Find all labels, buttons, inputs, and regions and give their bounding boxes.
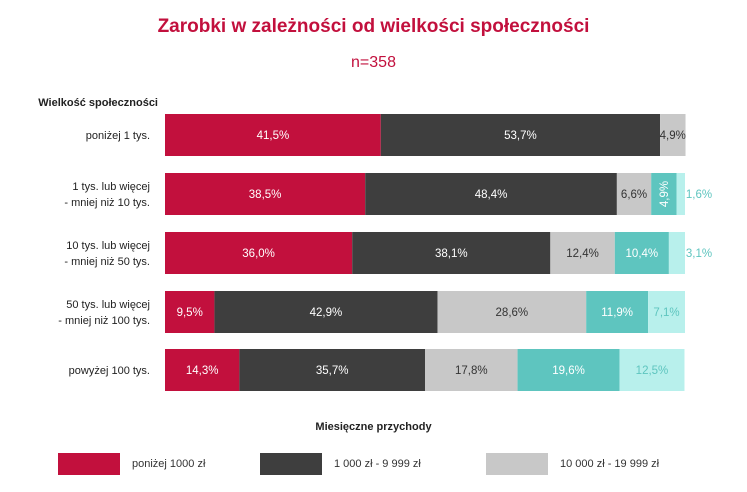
bar-segment (668, 232, 685, 274)
data-label: 4,9% (659, 181, 671, 207)
data-label: 38,5% (249, 189, 282, 201)
bar-segment (660, 114, 686, 156)
bar-segment (619, 349, 685, 391)
bar-segment (165, 114, 381, 156)
bar-segment (616, 173, 652, 215)
y-axis-title: Wielkość społeczności (38, 97, 158, 109)
data-label: 48,4% (475, 189, 508, 201)
category-label: 1 tys. lub więcej - mniej niż 10 tys. (64, 181, 150, 209)
data-label: 4,9% (660, 130, 686, 142)
bar-segment (651, 173, 677, 215)
bar-segment (352, 232, 551, 274)
legend-title: Miesięczne przychody (315, 421, 432, 433)
bar-segment (165, 291, 215, 333)
bar-segment (648, 291, 685, 333)
data-label: 12,4% (566, 248, 599, 260)
legend: poniżej 1000 zł 1 000 zł - 9 999 zł 10 0… (0, 452, 747, 476)
data-label: 3,1% (686, 248, 712, 260)
category-label: powyżej 100 tys. (69, 365, 150, 377)
bar-segment (614, 232, 669, 274)
data-label: 42,9% (310, 307, 343, 319)
bar-segment (165, 232, 353, 274)
legend-swatch-light-gray (486, 453, 548, 475)
data-label: 19,6% (552, 365, 585, 377)
data-label: 6,6% (621, 189, 647, 201)
data-label: 36,0% (242, 248, 275, 260)
legend-item-below-1000: poniżej 1000 zł (58, 452, 205, 476)
chart-title: Zarobki w zależności od wielkości społec… (157, 16, 590, 37)
data-label: 38,1% (435, 248, 468, 260)
legend-item-10000-19999: 10 000 zł - 19 999 zł (486, 452, 659, 476)
bar-segment (214, 291, 438, 333)
legend-label: poniżej 1000 zł (132, 458, 206, 470)
category-label: 10 tys. lub więcej - mniej niż 50 tys. (64, 240, 150, 268)
legend-swatch-dark (260, 453, 322, 475)
bar-segment (437, 291, 587, 333)
legend-label: 10 000 zł - 19 999 zł (560, 458, 660, 470)
data-label: 12,5% (636, 365, 669, 377)
data-label: 9,5% (177, 307, 203, 319)
data-label: 10,4% (626, 248, 659, 260)
data-label: 35,7% (316, 365, 349, 377)
data-label: 28,6% (496, 307, 529, 319)
bar-segment (239, 349, 425, 391)
data-label: 7,1% (653, 307, 679, 319)
bar-segment (165, 173, 366, 215)
data-label: 17,8% (455, 365, 488, 377)
bar-segment (365, 173, 617, 215)
data-label: 53,7% (504, 130, 537, 142)
chart-subtitle: n=358 (351, 54, 396, 71)
bar-segment (165, 349, 240, 391)
legend-item-1000-9999: 1 000 zł - 9 999 zł (260, 452, 421, 476)
data-label: 41,5% (257, 130, 290, 142)
category-label: 50 tys. lub więcej - mniej niż 100 tys. (58, 299, 150, 327)
bar-segment (676, 173, 685, 215)
bar-segment (517, 349, 620, 391)
bar-segment (425, 349, 518, 391)
legend-label: 1 000 zł - 9 999 zł (334, 458, 421, 470)
data-label: 11,9% (601, 307, 633, 319)
data-label: 14,3% (186, 365, 219, 377)
data-label: 1,6% (686, 189, 712, 201)
category-label: poniżej 1 tys. (86, 130, 150, 142)
bar-segment (586, 291, 649, 333)
bar-segment (380, 114, 661, 156)
legend-swatch-crimson (58, 453, 120, 475)
bar-segment (550, 232, 615, 274)
